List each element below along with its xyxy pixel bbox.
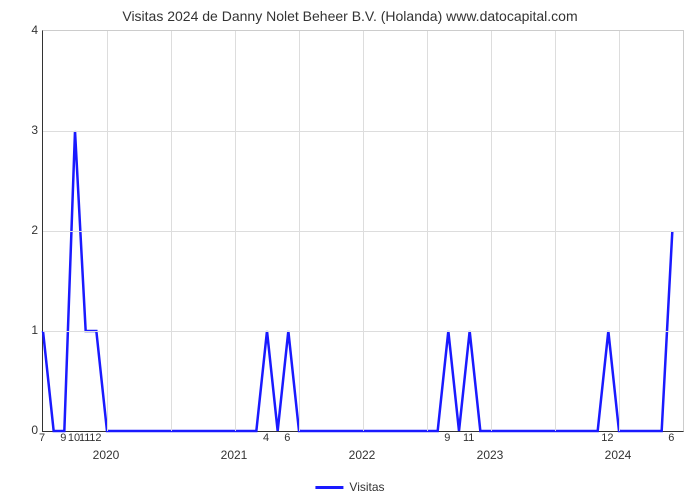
- x-tick-label: 9: [444, 432, 450, 444]
- x-year-label: 2021: [221, 448, 248, 462]
- gridline-v: [299, 31, 300, 431]
- gridline-v: [555, 31, 556, 431]
- gridline-v: [619, 31, 620, 431]
- gridline-v: [235, 31, 236, 431]
- x-tick-label: 12: [89, 432, 101, 444]
- x-year-label: 2023: [477, 448, 504, 462]
- legend: Visitas: [315, 480, 384, 494]
- x-year-label: 2024: [605, 448, 632, 462]
- x-tick-label: 12: [601, 432, 613, 444]
- x-year-label: 2020: [93, 448, 120, 462]
- legend-label: Visitas: [349, 480, 384, 494]
- chart-container: Visitas 2024 de Danny Nolet Beheer B.V. …: [0, 0, 700, 500]
- gridline-v: [171, 31, 172, 431]
- chart-title: Visitas 2024 de Danny Nolet Beheer B.V. …: [0, 0, 700, 24]
- x-tick-label: 9: [60, 432, 66, 444]
- y-tick-label: 4: [31, 23, 38, 37]
- x-tick-label: 4: [263, 432, 269, 444]
- y-tick-label: 0: [31, 423, 38, 437]
- x-tick-label: 6: [284, 432, 290, 444]
- x-tick-label: 6: [668, 432, 674, 444]
- x-year-label: 2022: [349, 448, 376, 462]
- gridline-v: [491, 31, 492, 431]
- x-tick-label: 7: [39, 432, 45, 444]
- y-tick-label: 3: [31, 123, 38, 137]
- gridline-v: [107, 31, 108, 431]
- gridline-v: [427, 31, 428, 431]
- y-tick-label: 1: [31, 323, 38, 337]
- gridline-v: [363, 31, 364, 431]
- y-tick-label: 2: [31, 223, 38, 237]
- plot-area: [42, 30, 684, 432]
- legend-swatch: [315, 486, 343, 489]
- x-tick-label: 11: [463, 432, 474, 444]
